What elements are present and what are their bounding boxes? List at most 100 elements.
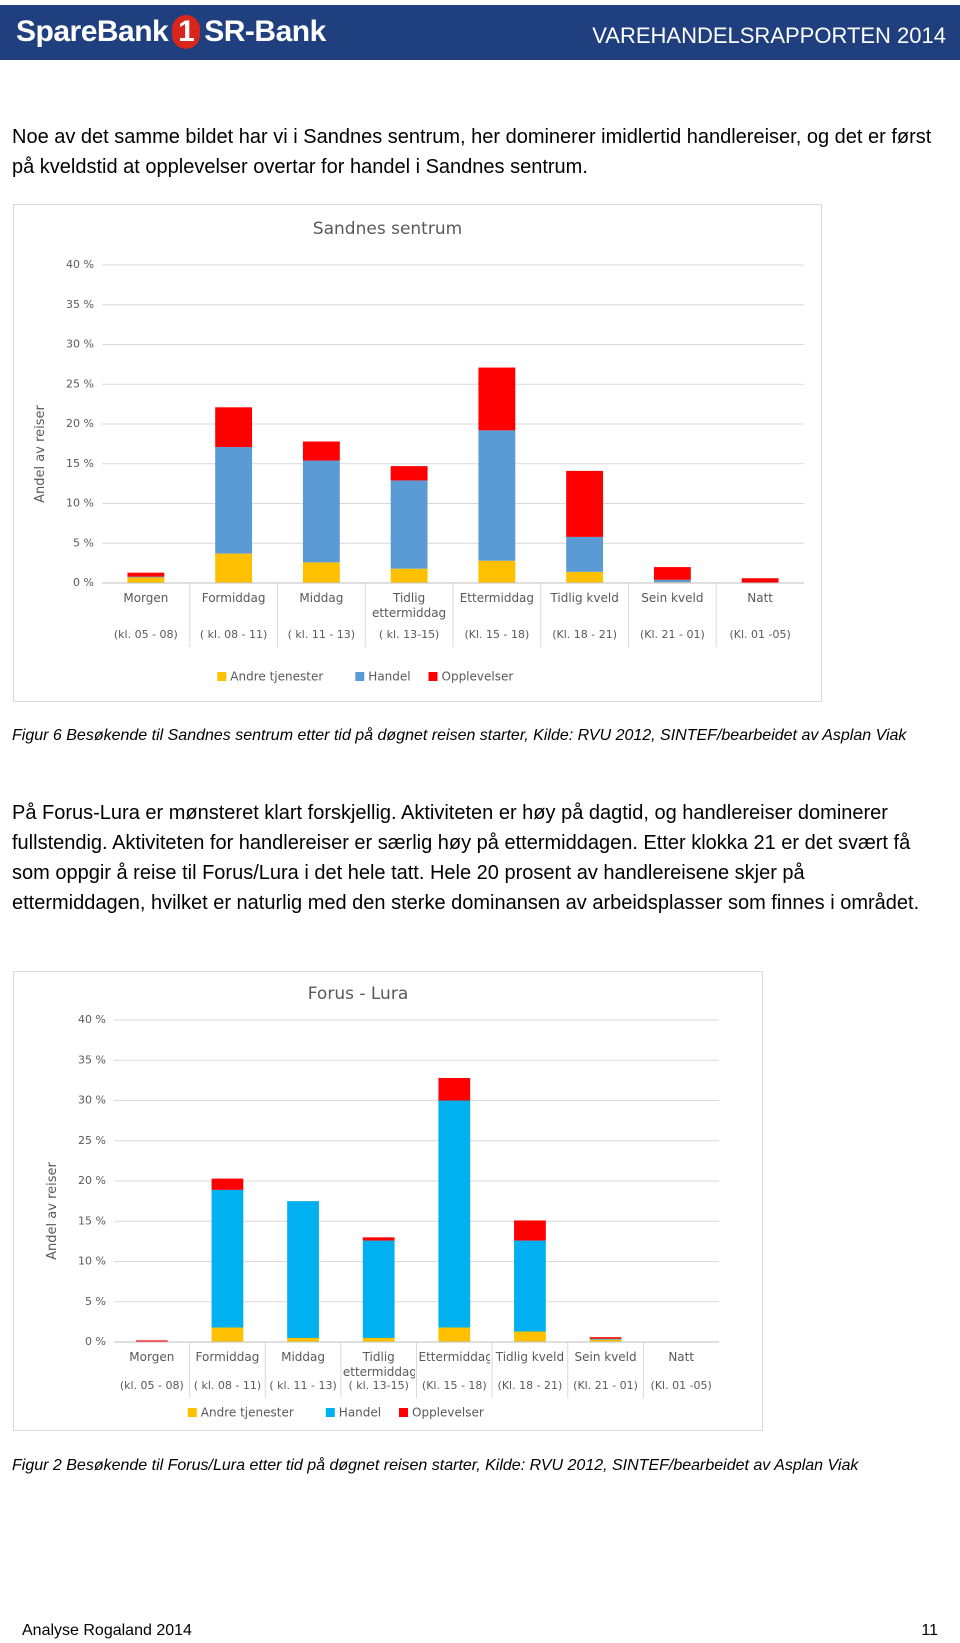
bar-segment [478,430,516,561]
x-tick-label: Tidlig kveld [550,591,619,605]
y-tick-label: 25 % [66,377,94,390]
bar-segment [390,466,428,481]
x-label-box: Natt [747,591,773,605]
bar-segment [362,1337,395,1342]
x-period-label: (kl. 05 - 08) [114,628,178,641]
x-tick-label: Middag [281,1350,326,1364]
x-tick-label: Sein kveld [641,591,704,605]
x-period-label: ( kl. 13-15) [348,1379,408,1392]
x-label-box: Tidlig ettermiddag [343,1350,415,1379]
bar-segment [215,447,253,554]
x-period-label: (Kl. 18 - 21) [552,628,617,641]
y-tick-label: 40 % [78,1013,106,1026]
caption: Figur 6 Besøkende til Sandnes sentrum et… [12,727,907,744]
bar-segment [741,578,779,583]
logo: SpareBank 1 SR-Bank [16,15,326,49]
logo-mark: 1 [172,15,201,49]
legend-swatch [187,1408,197,1417]
x-label-box: Tidlig kveld [495,1350,565,1364]
bar-segment [135,1340,168,1342]
x-period-label: (Kl. 18 - 21) [498,1379,563,1392]
chart: Sandnes sentrum Andel av reiser 0 % 5 % 10 %… [13,204,822,702]
bar-segment [478,560,516,583]
y-tick-label: 0 % [85,1335,106,1348]
x-period-label: ( kl. 08 - 11) [194,1379,261,1392]
y-tick-label: 5 % [85,1295,106,1308]
bar-segment [438,1327,471,1342]
footer-text: Analyse Rogaland 2014 [22,1622,192,1639]
y-tick-label: 25 % [78,1134,106,1147]
bar-segment [438,1100,471,1328]
y-tick-label: 35 % [78,1053,106,1066]
y-axis-title: Andel av reiser [33,404,48,502]
bar-segment [514,1220,546,1241]
legend-label: Opplevelser [442,670,514,684]
x-label-box: Ettermiddag [459,591,535,605]
bar-segment [302,562,340,583]
bar-segment [589,1339,622,1342]
bar-segment [566,470,604,537]
x-label-box: Middag [299,591,344,605]
x-label-box: Formiddag [195,1350,260,1364]
x-label-box: Morgen [123,591,169,605]
x-period-label: (Kl. 21 - 01) [640,628,705,641]
legend-label: Opplevelser [412,1406,484,1420]
x-label-box: Natt [668,1350,695,1364]
legend-swatch [325,1408,335,1417]
caption: Figur 2 Besøkende til Forus/Lura etter t… [12,1457,859,1474]
bar-segment [514,1331,546,1342]
x-tick-label: Ettermiddag [459,591,535,605]
x-tick-label: Natt [747,591,773,605]
x-period-label: (Kl. 21 - 01) [573,1379,638,1392]
x-period-label: (Kl. 01 -05) [729,628,790,641]
y-tick-label: 5 % [73,536,94,549]
logo-text: SpareBank [16,15,169,48]
page-number: 11 [921,1622,938,1639]
legend-label: Andre tjenester [230,670,323,684]
legend-swatch [399,1408,408,1417]
legend-label: Andre tjenester [201,1406,294,1420]
bar-segment [566,536,604,572]
y-tick-label: 30 % [78,1094,106,1107]
legend-swatch [428,672,438,681]
x-period-label: ( kl. 11 - 13) [269,1379,336,1392]
x-tick-label: Morgen [123,591,169,605]
bar-segment [438,1077,471,1101]
x-period-label: (kl. 05 - 08) [120,1379,184,1392]
bar-segment [287,1337,319,1342]
bar-segment [215,553,253,583]
bar-segment [211,1327,244,1342]
y-tick-label: 20 % [66,417,94,430]
y-tick-label: 30 % [66,338,94,351]
bar-segment [127,577,165,583]
x-period-label: (Kl. 15 - 18) [464,628,529,641]
legend-swatch [217,672,227,681]
bar-segment [302,441,340,461]
bar-segment [390,480,428,569]
legend-label: Handel [368,670,410,684]
bar-segment [127,576,165,578]
x-period-label: ( kl. 13-15) [379,628,439,641]
x-label-box: Formiddag [201,591,266,605]
x-tick-label: Ettermiddag [418,1350,491,1364]
x-label-box: Morgen [129,1350,175,1364]
x-period-label: (Kl. 15 - 18) [422,1379,487,1392]
y-tick-label: 15 % [66,457,94,470]
bar-segment [211,1189,244,1328]
bar-segment [653,567,691,580]
x-tick-label: Formiddag [201,591,266,605]
x-tick-label: Tidlig ettermiddag [372,591,447,620]
header-title: VAREHANDELSRAPPORTEN 2014 [592,23,946,48]
bar-segment [211,1178,244,1190]
y-tick-label: 40 % [66,258,94,271]
x-tick-label: Morgen [129,1350,175,1364]
x-tick-label: Sein kveld [574,1350,637,1364]
x-tick-label: Middag [299,591,344,605]
bar-segment [215,407,253,448]
bar-segment [127,572,165,577]
x-tick-label: Natt [668,1350,695,1364]
x-period-label: (Kl. 01 -05) [651,1379,712,1392]
x-tick-label: Tidlig kveld [495,1350,565,1364]
x-tick-label: Formiddag [195,1350,260,1364]
